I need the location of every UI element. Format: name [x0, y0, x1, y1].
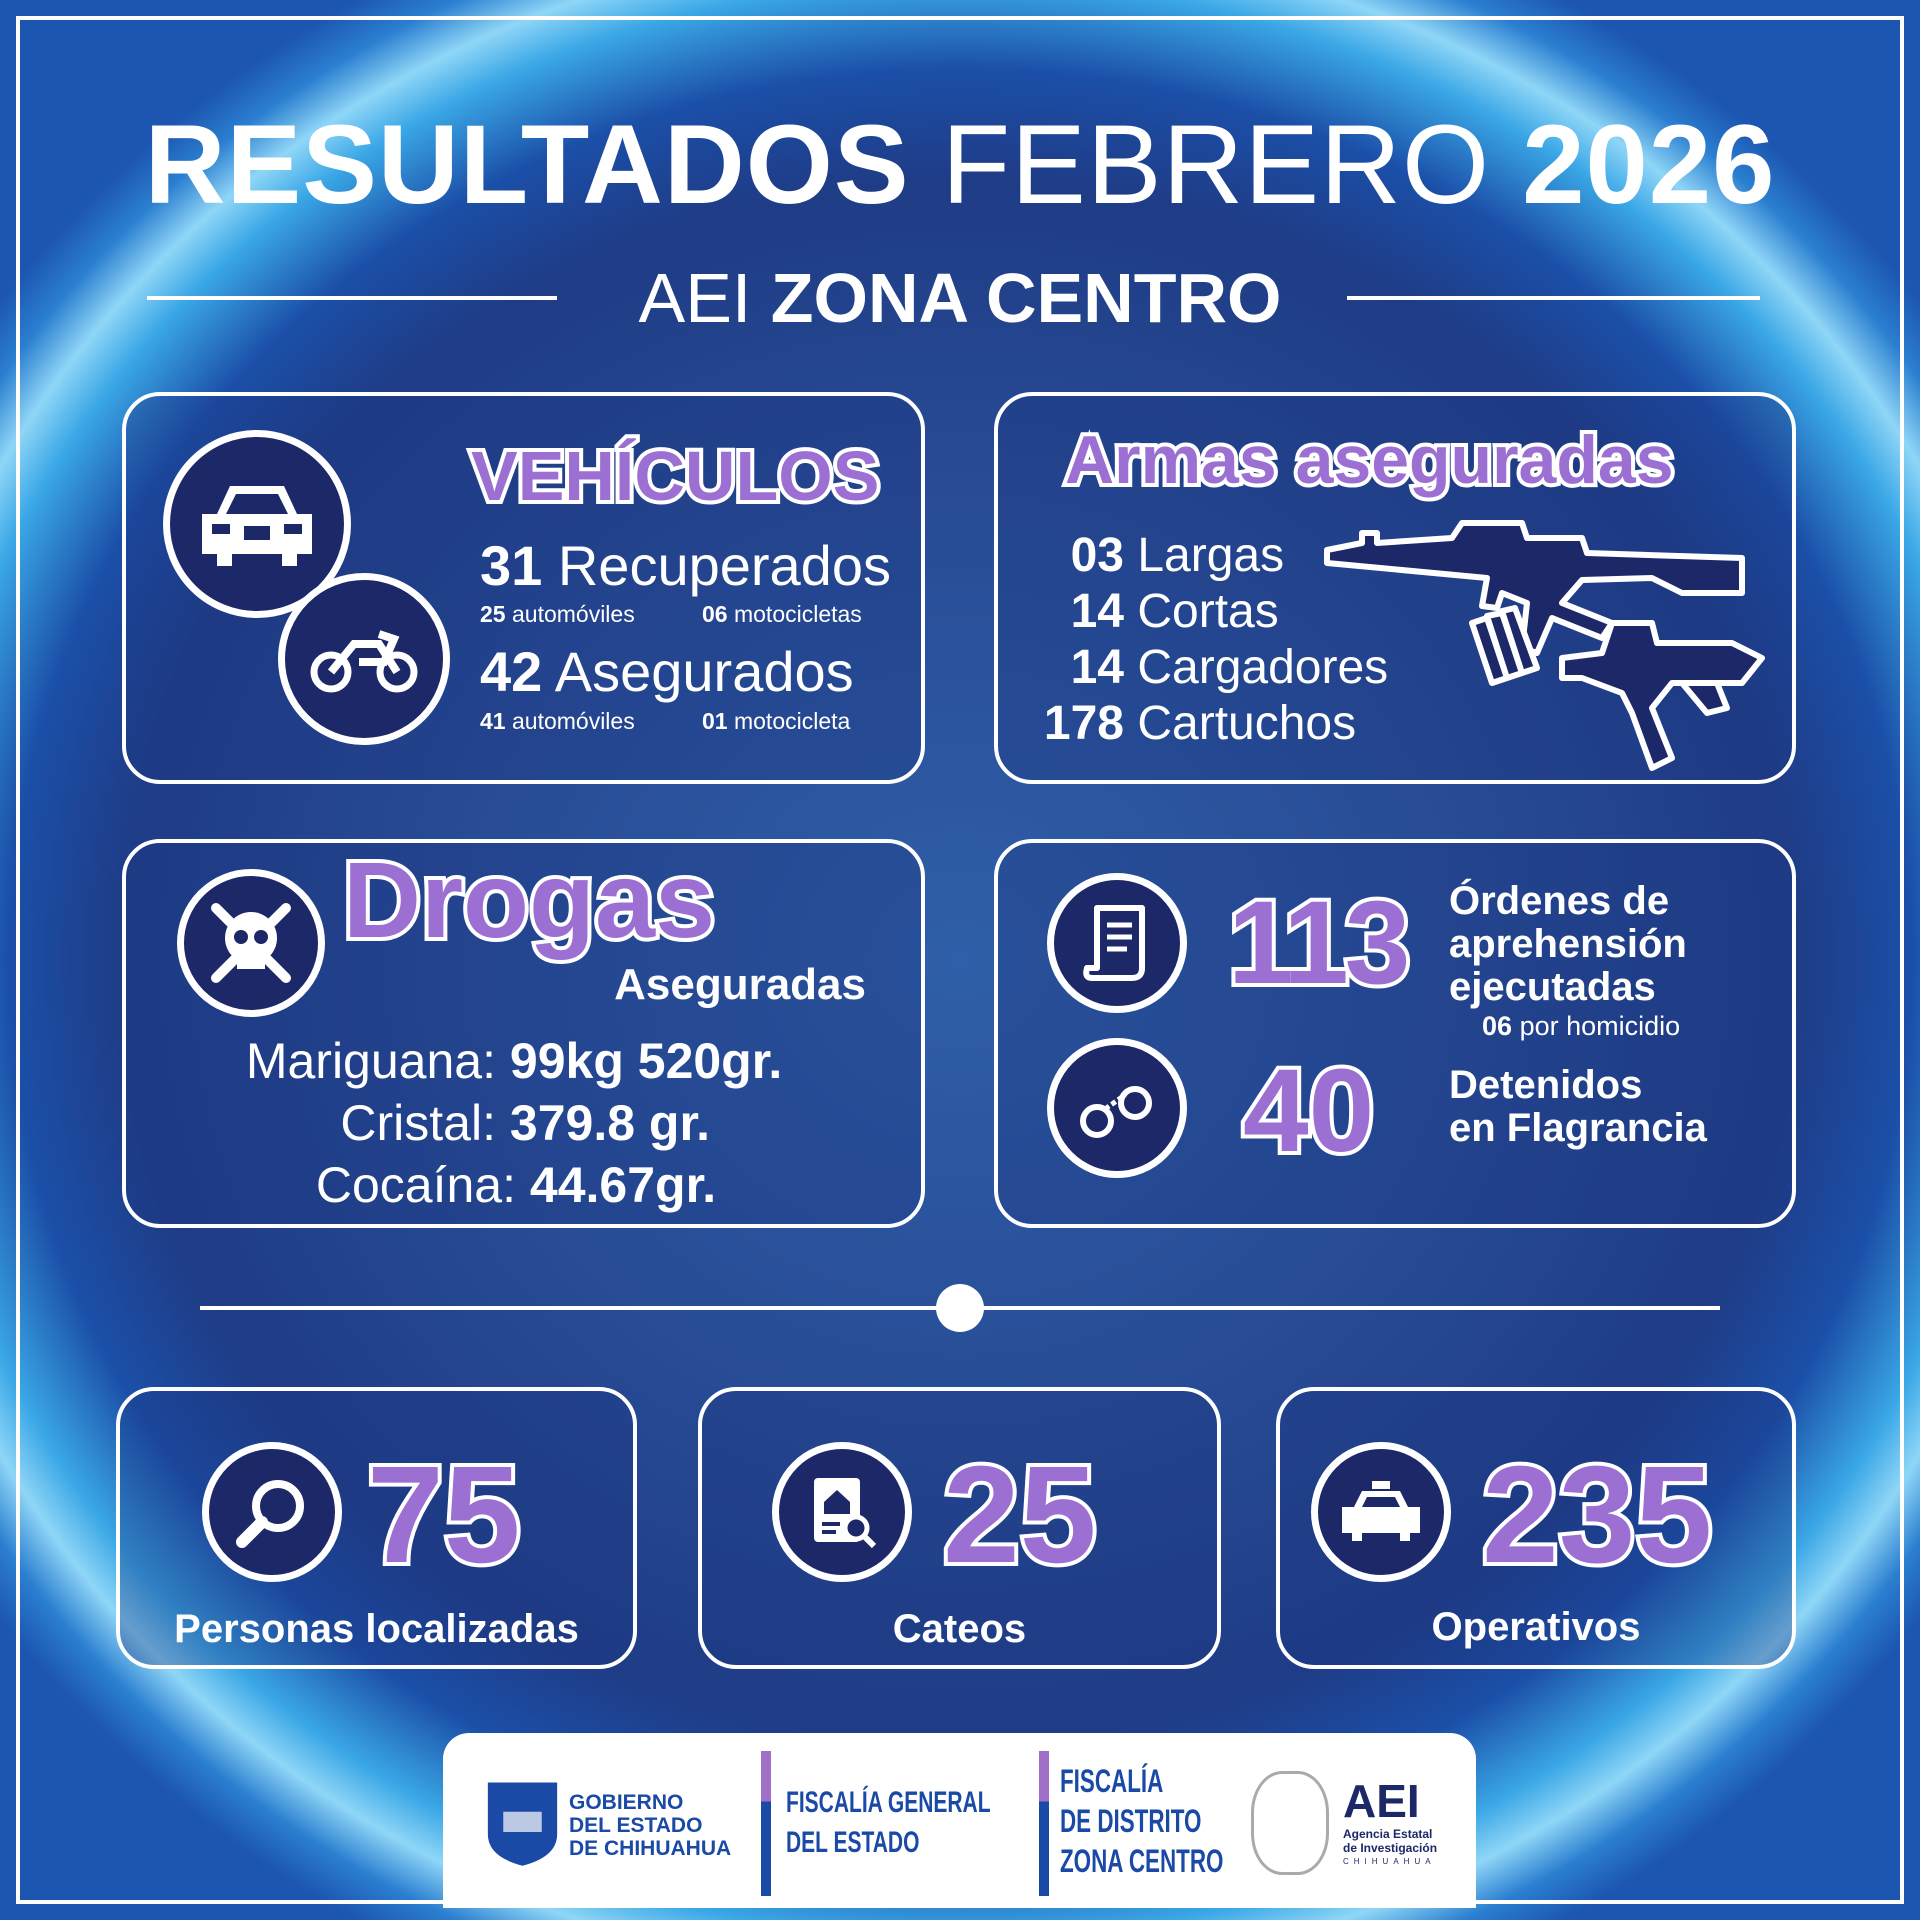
page-title: RESULTADOS FEBRERO 2026: [144, 102, 1776, 227]
divider-left: [147, 296, 557, 300]
armas-card: [994, 392, 1796, 784]
aei-sub-text: Agencia Estatal de Investigación CHIHUAHUA: [1343, 1827, 1438, 1866]
footer-separator: [761, 1751, 771, 1896]
armas-item: 14 Cargadores: [1070, 641, 1389, 694]
chihuahua-shield-logo: [487, 1782, 558, 1866]
cateos-label: Cateos: [892, 1607, 1027, 1651]
recuperados-autos: 25 automóviles: [480, 601, 635, 627]
fdz-logo-text: FISCALÍA DE DISTRITO ZONA CENTRO: [1060, 1763, 1224, 1879]
footer-logos: GOBIERNO DEL ESTADO DE CHIHUAHUA FISCALÍA …: [443, 1733, 1476, 1908]
police-car-icon: [1311, 1442, 1451, 1582]
weapons-illustration: [1324, 520, 1765, 771]
skull-crossbones-icon: [177, 869, 325, 1017]
ordenes-note: 06 por homicidio: [1482, 1011, 1681, 1041]
house-search-icon: [772, 1442, 912, 1582]
detenidos-label: Detenidos en Flagrancia: [1449, 1064, 1707, 1150]
ordenes-label: Órdenes de aprehensión ejecutadas: [1449, 880, 1687, 1009]
personas-label: Personas localizadas: [174, 1607, 579, 1651]
page-subtitle: AEI ZONA CENTRO: [638, 259, 1282, 337]
cateos-count: 25: [939, 1436, 1100, 1594]
ordenes-label-line: Órdenes de: [1449, 879, 1670, 923]
operativos-count: 235: [1478, 1436, 1716, 1594]
drogas-title: Drogas: [339, 839, 719, 960]
drogas-subtitle: Aseguradas: [614, 960, 866, 1009]
document-icon: [1047, 873, 1187, 1013]
armas-item: 03 Largas: [1070, 529, 1285, 582]
handcuffs-icon: [1047, 1038, 1187, 1178]
divider-right: [1347, 296, 1760, 300]
ordenes-label-line: ejecutadas: [1449, 965, 1656, 1009]
divider-dot: [936, 1284, 984, 1332]
drogas-item: Mariguana: 99kg 520gr.: [245, 1033, 783, 1089]
detenidos-count: 40: [1239, 1044, 1378, 1178]
recuperados-line: 31 Recuperados: [480, 534, 891, 597]
gobierno-logo-text: GOBIERNO DEL ESTADO DE CHIHUAHUA: [569, 1791, 732, 1860]
asegurados-autos: 41 automóviles: [480, 708, 635, 734]
footer-separator: [1039, 1751, 1049, 1896]
fge-logo-text: FISCALÍA GENERAL DEL ESTADO: [786, 1786, 991, 1859]
motorcycle-icon: [278, 573, 450, 745]
armas-list: 03 Largas 14 Cortas 14 Cargadores 178 Ca…: [1020, 528, 1388, 752]
detenidos-label-line: Detenidos: [1449, 1063, 1643, 1107]
vehiculos-title: VEHÍCULOS: [467, 433, 883, 519]
drogas-item: Cristal: 379.8 gr.: [340, 1095, 711, 1151]
operativos-label: Operativos: [1431, 1605, 1641, 1649]
personas-count: 75: [363, 1436, 524, 1594]
ordenes-label-line: aprehensión: [1449, 922, 1687, 966]
magnifier-icon: [202, 1442, 342, 1582]
asegurados-motos: 01 motocicleta: [702, 708, 851, 734]
drogas-list: Mariguana: 99kg 520gr. Cristal: 379.8 gr…: [150, 1030, 782, 1216]
asegurados-line: 42 Asegurados: [480, 640, 854, 703]
drogas-item: Cocaína: 44.67gr.: [315, 1157, 717, 1213]
armas-item: 178 Cartuchos: [1043, 697, 1357, 750]
car-icon: [163, 430, 351, 618]
ordenes-count: 113: [1224, 876, 1414, 1010]
aei-seal-logo: [1251, 1771, 1329, 1875]
detenidos-label-line: en Flagrancia: [1449, 1106, 1707, 1150]
aei-logo-text: AEI: [1343, 1775, 1420, 1827]
recuperados-motos: 06 motocicletas: [702, 601, 862, 627]
armas-item: 14 Cortas: [1070, 585, 1279, 638]
armas-title: Armas aseguradas: [1061, 418, 1678, 502]
personas-card: [116, 1387, 637, 1669]
